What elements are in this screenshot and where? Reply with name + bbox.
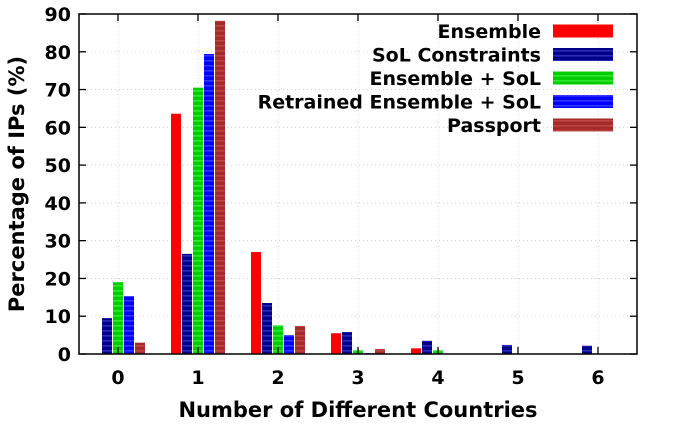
legend-label: Retrained Ensemble + SoL xyxy=(258,92,541,114)
bar-passport-2 xyxy=(295,326,305,354)
x-tick-label: 2 xyxy=(271,367,284,389)
y-tick-label: 70 xyxy=(45,80,71,102)
bar-sol-constraints-4 xyxy=(422,340,432,354)
y-tick-label: 20 xyxy=(45,268,71,290)
bar-sol-constraints-2 xyxy=(262,303,272,354)
bar-ensemble-sol-2 xyxy=(273,325,283,354)
legend-label: SoL Constraints xyxy=(372,45,541,67)
bar-ensemble-1 xyxy=(171,113,181,354)
bar-ensemble-sol-1 xyxy=(193,87,203,355)
y-axis-title: Percentage of IPs (%) xyxy=(5,56,29,312)
legend-swatch xyxy=(553,95,613,108)
axis-ticks: 0 10 20 30 40 50 60 70 80 90 0 1 2 3 4 5 6 xyxy=(45,4,637,389)
legend-label: Passport xyxy=(447,115,541,137)
bar-passport-0 xyxy=(135,342,145,354)
grid-lines xyxy=(79,14,637,354)
y-tick-label: 60 xyxy=(45,117,71,139)
bar-ensemble-4 xyxy=(411,348,421,354)
bar-passport-1 xyxy=(215,20,225,355)
y-tick-label: 80 xyxy=(45,42,71,64)
x-tick-label: 1 xyxy=(191,367,204,389)
legend-swatch xyxy=(553,48,613,61)
bar-ensemble-sol-0 xyxy=(113,282,123,354)
legend-label: Ensemble xyxy=(438,21,542,43)
x-tick-label: 3 xyxy=(351,367,364,389)
y-tick-label: 50 xyxy=(45,155,71,177)
y-tick-label: 40 xyxy=(45,193,71,215)
bar-sol-constraints-3 xyxy=(342,332,352,354)
legend-label: Ensemble + SoL xyxy=(370,68,542,90)
bar-retrained-ensemble-sol-1 xyxy=(204,54,214,355)
x-tick-label: 0 xyxy=(111,367,124,389)
bar-sol-constraints-6 xyxy=(582,345,592,354)
y-tick-label: 0 xyxy=(58,344,71,366)
x-axis-title: Number of Different Countries xyxy=(178,398,537,422)
bar-retrained-ensemble-sol-2 xyxy=(284,335,294,354)
y-tick-label: 30 xyxy=(45,231,71,253)
bar-sol-constraints-1 xyxy=(182,253,192,354)
bar-sol-constraints-5 xyxy=(502,344,512,354)
x-tick-label: 6 xyxy=(591,367,604,389)
y-tick-label: 90 xyxy=(45,4,71,26)
legend-swatch xyxy=(553,118,613,132)
y-tick-label: 10 xyxy=(45,306,71,328)
x-tick-label: 4 xyxy=(431,367,444,389)
bar-retrained-ensemble-sol-0 xyxy=(124,296,134,354)
bar-ensemble-3 xyxy=(331,333,341,354)
bar-sol-constraints-0 xyxy=(102,318,112,354)
x-tick-label: 5 xyxy=(511,367,524,389)
bar-passport-3 xyxy=(375,349,385,354)
legend-swatch xyxy=(553,24,613,38)
bar-ensemble-2 xyxy=(251,252,261,354)
legend-swatch xyxy=(553,71,613,85)
